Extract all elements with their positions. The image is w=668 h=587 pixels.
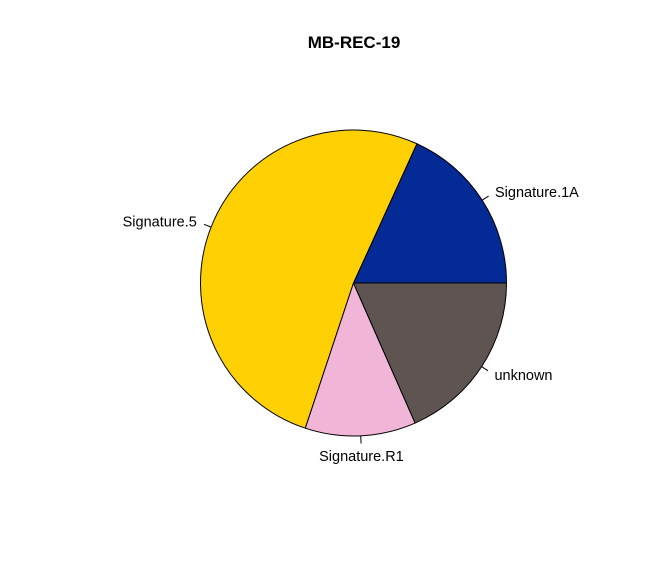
pie-labels: Signature.1A Signature.5 Signature.R1 unkno… <box>123 185 580 465</box>
slice-label-signature-1a: Signature.1A <box>495 185 579 201</box>
pie-slice-signature-5 <box>200 129 418 429</box>
pie-slice-signature-1a <box>353 143 507 284</box>
label-line-unknown <box>481 366 489 372</box>
pie-label-lines <box>203 195 489 444</box>
slice-label-signature-5: Signature.5 <box>123 215 197 231</box>
pie-slice-signature-r1 <box>304 282 416 437</box>
label-line-signature-1a <box>481 195 489 201</box>
slice-label-signature-r1: Signature.R1 <box>319 449 404 465</box>
pie-slice-unknown <box>353 282 507 424</box>
chart-title: MB-REC-19 <box>308 33 401 52</box>
pie-slices <box>200 129 507 437</box>
label-line-signature-5 <box>203 223 212 228</box>
slice-label-unknown: unknown <box>494 368 552 384</box>
